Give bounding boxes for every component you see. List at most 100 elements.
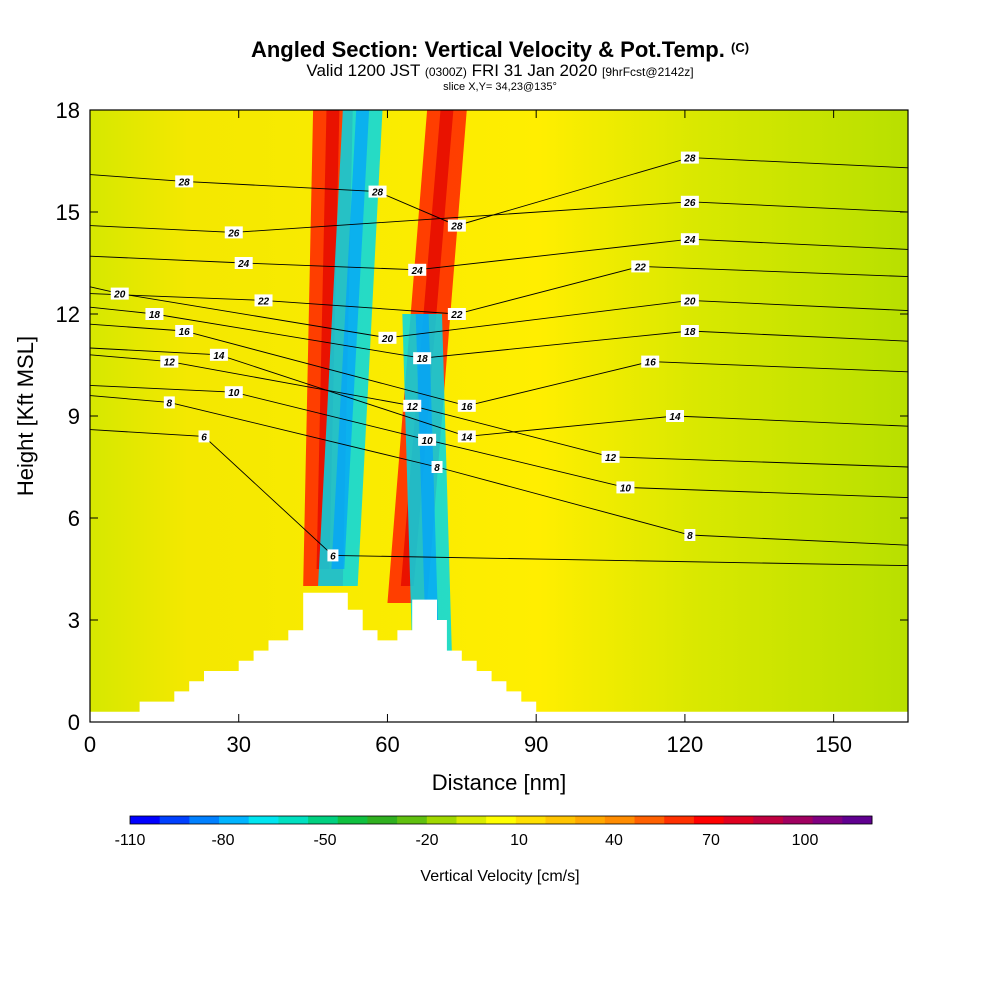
chart-title: Angled Section: Vertical Velocity & Pot.… [250,37,750,62]
field-background [90,110,908,722]
contour-label-bg [175,325,194,337]
theta-contour-26 [90,201,908,233]
x-tick-label: 150 [815,732,852,757]
contour-label: 24 [411,266,424,277]
colorbar-swatch [367,816,398,824]
contour-label-bg [160,355,179,368]
contour-label: 18 [149,310,161,321]
colorbar-swatch [397,816,428,824]
colorbar-tick: 10 [510,832,528,849]
contour-label-bg [224,386,243,399]
contour-label: 28 [371,188,384,199]
contour-label-bg [457,430,476,443]
axis-ticks: 0 3 6 9 12 15 18 0 30 60 90 120 150 [56,98,908,757]
colorbar-tick: 40 [605,832,623,849]
contour-label-bg [198,430,210,443]
contour-label: 14 [461,432,473,443]
contour-label-bg [254,294,273,307]
contour-label: 16 [645,358,657,369]
theta-contour-28 [90,157,908,227]
colorbar-swatch [842,816,873,824]
contour-label-bg [408,263,427,276]
contour-label: 10 [620,483,632,494]
colorbar-swatch [782,816,814,824]
colorbar-swatch [753,816,784,824]
contour-label-bg [684,529,696,541]
contour-label: 14 [669,412,681,423]
contour-label-bg [665,410,684,422]
contour-label: 14 [213,351,225,362]
contour-label: 10 [228,388,240,399]
contour-label: 28 [178,177,191,188]
colorbar-frame [129,815,873,825]
y-tick-label: 6 [68,506,80,531]
contour-label-bg [680,233,699,246]
colorbar-swatch [219,816,250,824]
colorbar-swatch [308,816,339,824]
contour-label: 16 [179,327,191,338]
colorbar-swatch [426,816,457,824]
x-axis-label: Distance [nm] [432,770,567,795]
y-tick-label: 0 [68,710,80,735]
contour-label-bg [680,195,699,208]
contour-label-bg [163,396,175,409]
x-tick-label: 60 [375,732,399,757]
contour-label-bg [616,481,635,494]
contour-label-bg [209,348,228,361]
colorbar-tick: 70 [702,832,720,849]
contour-labels: 28 28 28 28 26 26 24 24 24 22 22 22 20 20 20 18 18 18 16 16… [110,151,699,562]
contour-label-bg [224,226,243,239]
colorbar-swatch [248,816,279,824]
colorbar-tick: 100 [792,832,819,849]
contour-label: 6 [330,551,336,562]
x-tick-label: 120 [667,732,704,757]
contour-label-bg [447,308,466,320]
contour-label-bg [631,260,650,273]
contour-label-bg [601,450,620,463]
contour-label-bg [145,308,164,320]
colorbar-swatch [159,816,190,824]
contour-label-bg [368,185,387,198]
contour-label-bg [457,399,476,412]
x-tick-label: 30 [226,732,250,757]
contour-label-bg [110,287,129,300]
contour-label: 22 [257,296,270,307]
colorbar-swatch [545,816,576,824]
y-tick-label: 18 [56,98,80,123]
colorbar-tick: -50 [313,832,336,849]
plot-area [90,110,908,722]
colorbar-swatch [664,816,695,824]
colorbar-swatch [634,816,665,824]
contour-label: 20 [113,290,126,301]
contour-label: 8 [434,463,440,474]
x-tick-label: 0 [84,732,96,757]
contour-label: 12 [605,453,617,464]
velocity-core-downdraft [415,314,439,637]
contour-label: 28 [683,154,696,165]
contour-label-bg [378,331,397,344]
contour-label-bg [431,461,443,473]
contour-label: 20 [381,334,394,345]
y-tick-label: 9 [68,404,80,429]
contour-label: 10 [422,436,434,447]
contour-label: 16 [461,402,473,413]
theta-contour-6 [90,429,908,567]
colorbar-label: Vertical Velocity [cm/s] [420,868,579,885]
colorbar-swatch [604,816,636,824]
colorbar-tick: -80 [211,832,234,849]
colorbar-tick: -110 [115,832,146,849]
contour-label: 6 [201,432,207,443]
contour-label: 12 [164,358,176,369]
contour-label-bg [234,257,253,269]
y-tick-label: 15 [56,200,80,225]
x-tick-label: 90 [524,732,548,757]
colorbar-swatch [723,816,754,824]
contour-label-bg [403,399,422,412]
contour-label-bg [680,151,699,164]
contour-label-bg [680,325,699,337]
colorbar-swatch [575,816,606,824]
colorbar-swatch [189,816,220,824]
chart-slice-info: slice X,Y= 34,23@135° [443,81,557,93]
colorbar-swatch [278,816,309,824]
